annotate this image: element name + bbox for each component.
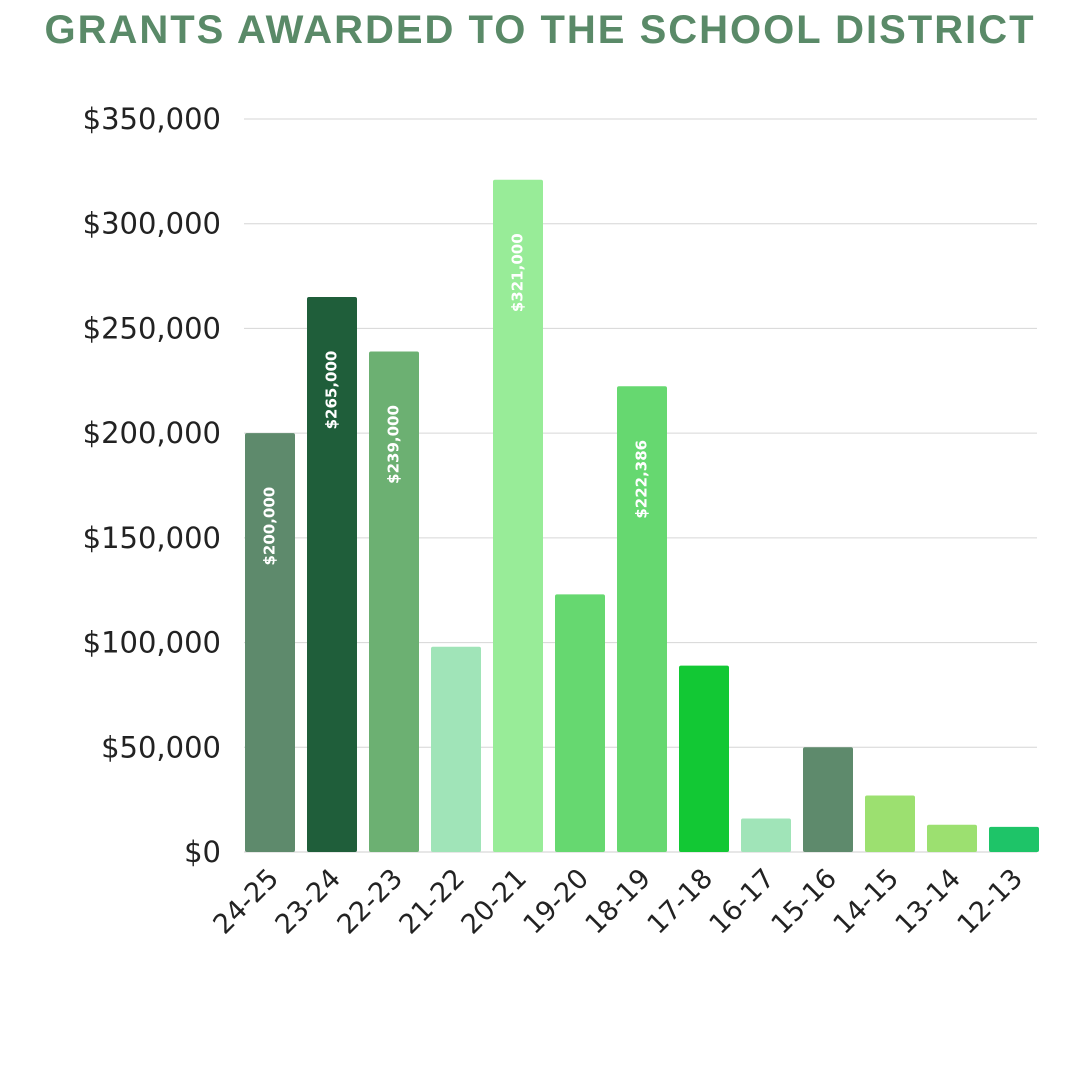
data-label: $239,000: [385, 405, 403, 484]
chart-title: GRANTS AWARDED TO THE SCHOOL DISTRICT: [44, 8, 1036, 52]
y-tick-label: $300,000: [83, 207, 221, 241]
x-tick-label: 21-22: [394, 863, 471, 940]
x-tick-label: 16-17: [704, 863, 781, 940]
bar: [245, 433, 295, 852]
y-tick-label: $200,000: [83, 416, 221, 450]
bar: [679, 665, 729, 852]
y-axis-ticks: $0 $50,000 $100,000 $150,000 $200,000 $250,00…: [83, 102, 221, 869]
x-tick-label: 14-15: [828, 863, 905, 940]
data-label: $265,000: [323, 351, 341, 430]
bar: [307, 297, 357, 852]
y-tick-label: $350,000: [83, 102, 221, 136]
data-label: $222,386: [633, 440, 651, 519]
x-tick-label: 24-25: [208, 863, 285, 940]
bars: [245, 179, 1039, 853]
bar: [555, 594, 605, 852]
bar: [741, 818, 791, 852]
data-label: $200,000: [261, 487, 279, 566]
data-labels: $200,000 $265,000 $239,000 $321,000 $222,386: [261, 233, 651, 565]
x-tick-label: 17-18: [642, 863, 719, 940]
y-tick-label: $150,000: [83, 521, 221, 555]
x-tick-label: 19-20: [518, 863, 595, 940]
bar: [617, 386, 667, 852]
x-tick-label: 23-24: [270, 863, 347, 940]
y-tick-label: $250,000: [83, 311, 221, 345]
data-label: $321,000: [509, 233, 527, 312]
x-tick-label: 15-16: [766, 863, 843, 940]
bar: [369, 351, 419, 852]
x-tick-label: 18-19: [580, 863, 657, 940]
x-axis-ticks: 24-2523-2422-2321-2220-2119-2018-1917-18…: [208, 863, 1029, 940]
bar: [803, 747, 853, 852]
bar: [431, 646, 481, 852]
x-tick-label: 20-21: [456, 863, 533, 940]
bar: [493, 179, 543, 853]
bar: [865, 795, 915, 852]
x-tick-label: 22-23: [332, 863, 409, 940]
x-tick-label: 12-13: [952, 863, 1029, 940]
bar: [927, 824, 977, 852]
x-tick-label: 13-14: [890, 863, 967, 940]
y-tick-label: $0: [184, 835, 221, 869]
y-tick-label: $100,000: [83, 626, 221, 660]
bar: [989, 826, 1039, 852]
y-tick-label: $50,000: [101, 730, 221, 764]
